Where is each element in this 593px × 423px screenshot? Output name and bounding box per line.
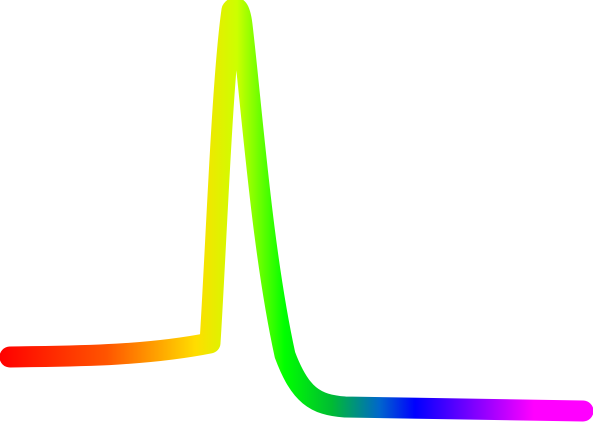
- rainbow-peak-drawing: [0, 0, 593, 422]
- rainbow-stroke: [0, 0, 593, 422]
